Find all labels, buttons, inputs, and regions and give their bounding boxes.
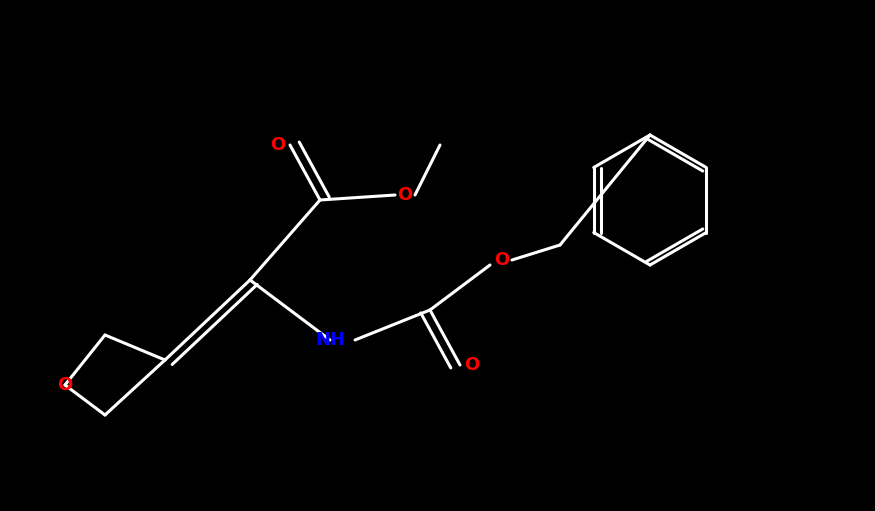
Text: O: O <box>494 251 509 269</box>
Text: O: O <box>465 356 480 374</box>
Text: O: O <box>270 136 285 154</box>
Text: O: O <box>397 186 413 204</box>
Text: O: O <box>58 376 73 394</box>
Text: NH: NH <box>315 331 345 349</box>
